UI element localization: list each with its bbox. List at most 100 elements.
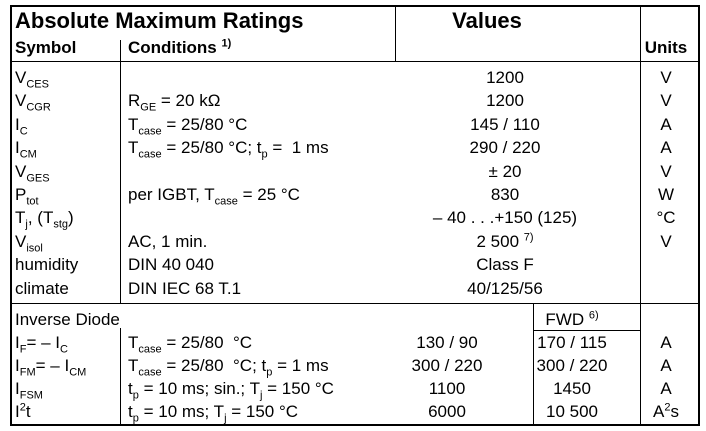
text: = 25 °C bbox=[237, 185, 300, 204]
subscript: CM bbox=[19, 148, 37, 161]
text: 300 / 220 bbox=[411, 356, 483, 375]
subscript: GES bbox=[26, 171, 50, 184]
text: T bbox=[128, 114, 139, 134]
value: 1200 bbox=[486, 68, 524, 88]
text: I bbox=[15, 333, 20, 352]
text: 830 bbox=[490, 185, 520, 204]
text: 1450 bbox=[553, 379, 591, 398]
value: 1100 bbox=[429, 379, 466, 399]
symbol: ICM bbox=[15, 138, 37, 161]
border bbox=[10, 5, 12, 426]
text: – 40 . . .+150 (125) bbox=[432, 208, 578, 228]
text: 300 / 220 bbox=[536, 356, 608, 375]
fwd-value: 1450 bbox=[553, 379, 591, 399]
subscript: CGR bbox=[26, 101, 51, 114]
symbol: I2t bbox=[15, 402, 31, 422]
text: 40/125/56 bbox=[467, 278, 543, 298]
text: = 10 ms; T bbox=[138, 402, 225, 421]
text: 145 / 110 bbox=[470, 114, 540, 134]
value: 2 500 7) bbox=[476, 232, 533, 252]
subscript: F bbox=[19, 343, 27, 356]
symbol: IC bbox=[15, 114, 28, 138]
section-title: Inverse Diode bbox=[15, 310, 120, 329]
subscript: tot bbox=[26, 195, 39, 208]
text: A bbox=[660, 356, 672, 375]
symbol: Ptot bbox=[15, 185, 39, 208]
subscript: stg bbox=[53, 218, 69, 231]
text: = 25/80 °C bbox=[161, 114, 248, 134]
symbol: VCGR bbox=[15, 91, 51, 114]
conditions: DIN IEC 68 T.1 bbox=[128, 279, 241, 299]
text: V bbox=[660, 68, 672, 87]
text: V bbox=[660, 91, 672, 111]
text: T bbox=[128, 333, 139, 352]
border bbox=[698, 5, 700, 426]
unit: A bbox=[660, 138, 671, 158]
text: = – I bbox=[35, 356, 70, 375]
text: = 25/80 °C bbox=[161, 333, 253, 352]
unit: W bbox=[658, 185, 674, 205]
subscript: C bbox=[60, 343, 68, 356]
text: A bbox=[660, 379, 672, 398]
supscript: 1) bbox=[221, 37, 232, 50]
text: = 1 ms bbox=[267, 138, 329, 158]
units-header: Units bbox=[644, 38, 688, 57]
text: AC, 1 min. bbox=[128, 231, 208, 251]
text: I bbox=[15, 114, 20, 134]
text: °C bbox=[656, 208, 676, 228]
text: I bbox=[15, 138, 20, 158]
subscript: C bbox=[19, 125, 28, 138]
unit: °C bbox=[656, 208, 675, 228]
text: 6000 bbox=[428, 402, 466, 421]
symbol: IFM= – ICM bbox=[15, 356, 86, 379]
supscript: 2 bbox=[19, 401, 26, 414]
symbol: VCES bbox=[15, 68, 49, 90]
subscript: FM bbox=[19, 366, 36, 379]
text: ) bbox=[68, 208, 74, 228]
unit: A2s bbox=[653, 402, 679, 422]
text: = 10 ms; sin.; T bbox=[138, 379, 260, 398]
rule bbox=[120, 40, 121, 303]
text: = 25/80 °C; t bbox=[161, 138, 262, 158]
value: 130 / 90 bbox=[416, 333, 477, 353]
text: = 150 °C bbox=[226, 402, 299, 421]
text: = 1 ms bbox=[272, 356, 329, 375]
subscript: FSM bbox=[19, 389, 43, 402]
value: – 40 . . .+150 (125) bbox=[433, 208, 577, 228]
subscript: p bbox=[266, 366, 273, 379]
text: V bbox=[15, 68, 27, 87]
unit: A bbox=[660, 379, 671, 399]
subscript: j bbox=[224, 412, 227, 425]
text: P bbox=[15, 185, 27, 204]
conditions: Tcase = 25/80 °C; tp = 1 ms bbox=[128, 138, 329, 161]
symbol: IF= – IC bbox=[15, 333, 68, 356]
value: 300 / 220 bbox=[412, 356, 483, 376]
fwd-header: FWD 6) bbox=[545, 310, 598, 330]
text: A bbox=[660, 138, 672, 158]
text: 10 500 bbox=[546, 402, 598, 421]
subscript: case bbox=[138, 148, 162, 161]
supscript: 7) bbox=[523, 231, 534, 244]
text: V bbox=[15, 161, 27, 181]
text: V bbox=[15, 91, 27, 111]
subscript: case bbox=[214, 195, 238, 208]
text: I bbox=[15, 379, 20, 398]
rule bbox=[640, 5, 641, 426]
subscript: isol bbox=[26, 242, 43, 255]
text: I bbox=[15, 356, 20, 375]
fwd-value: 300 / 220 bbox=[537, 356, 608, 376]
conditions: tp = 10 ms; sin.; Tj = 150 °C bbox=[128, 379, 334, 402]
unit: V bbox=[660, 232, 671, 252]
rule bbox=[120, 328, 121, 424]
subscript: p bbox=[132, 389, 139, 402]
text: T bbox=[15, 208, 26, 228]
rule bbox=[10, 61, 700, 62]
text: A bbox=[660, 333, 672, 352]
text: = – I bbox=[26, 333, 61, 352]
value: 145 / 110 bbox=[470, 115, 540, 135]
text: climate bbox=[15, 278, 69, 298]
text: 1200 bbox=[486, 68, 524, 87]
unit: V bbox=[660, 162, 671, 182]
text: 170 / 115 bbox=[537, 333, 607, 352]
